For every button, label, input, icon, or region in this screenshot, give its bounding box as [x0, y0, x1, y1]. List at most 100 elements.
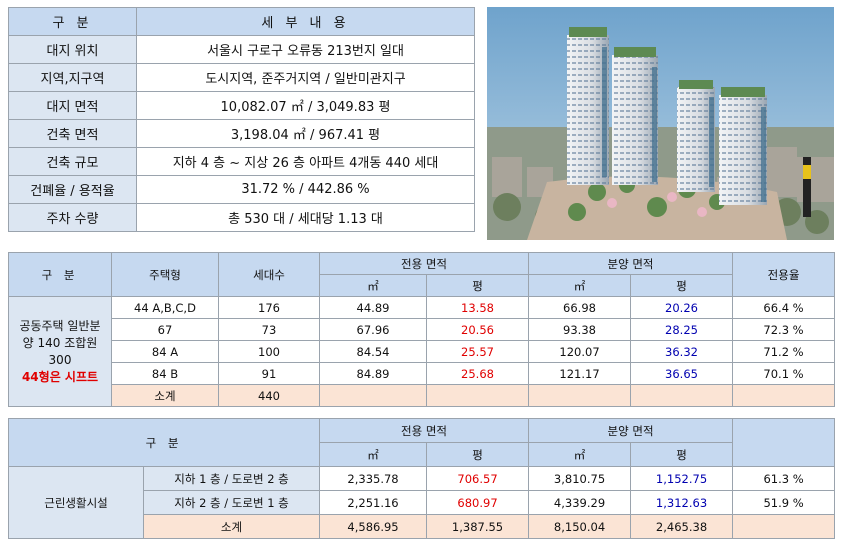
unit-ratio: 71.2 % — [732, 340, 836, 363]
unit-header-pyeong: 평 — [630, 274, 734, 297]
commercial-subtotal-exclusive-pyeong: 1,387.55 — [426, 514, 530, 539]
unit-subtotal-empty — [732, 384, 836, 407]
commercial-subtotal-empty — [732, 514, 836, 539]
unit-subtotal-count: 440 — [218, 384, 320, 407]
commercial-floor: 지하 1 층 / 도로변 2 층 — [142, 466, 321, 491]
commercial-sale-pyeong: 1,152.75 — [630, 466, 734, 491]
overview-value: 3,198.04 ㎡ / 967.41 평 — [136, 119, 475, 148]
unit-exclusive-m2: 84.54 — [319, 340, 427, 363]
unit-count: 176 — [218, 296, 320, 319]
unit-exclusive-pyeong: 25.68 — [425, 362, 530, 385]
unit-exclusive-pyeong: 20.56 — [425, 318, 530, 341]
commercial-group-label: 근린생활시설 — [8, 466, 144, 539]
unit-header-m2: ㎡ — [319, 274, 427, 297]
table-row: 건축 규모 지하 4 층 ~ 지상 26 층 아파트 4개동 440 세대 — [8, 147, 475, 176]
unit-count: 100 — [218, 340, 320, 363]
commercial-exclusive-m2: 2,335.78 — [319, 466, 428, 491]
unit-subtotal-empty — [319, 384, 427, 407]
apartment-rendering-image — [487, 7, 834, 240]
table-row: 67 73 67.96 20.56 93.38 28.25 72.3 % — [9, 318, 836, 341]
table-row: 소계 440 — [9, 384, 836, 407]
unit-exclusive-m2: 67.96 — [319, 318, 427, 341]
commercial-header-exclusive-area: 전용 면적 — [319, 418, 530, 443]
unit-group-cell: 공동주택 일반분양 140 조합원 300 44형은 시프트 — [8, 296, 112, 407]
commercial-header-category: 구 분 — [7, 418, 321, 467]
commercial-ratio: 61.3 % — [732, 466, 836, 491]
table-row: 지하 2 층 / 도로변 1 층 2,251.16 680.97 4,339.2… — [9, 490, 836, 515]
table-row: 건축 면적 3,198.04 ㎡ / 967.41 평 — [8, 119, 475, 148]
overview-label: 주차 수량 — [8, 203, 137, 232]
table-row: 84 B 91 84.89 25.68 121.17 36.65 70.1 % — [9, 362, 836, 385]
unit-header-type: 주택형 — [111, 252, 219, 297]
unit-type: 44 A,B,C,D — [111, 296, 219, 319]
commercial-header-pyeong: 평 — [426, 442, 530, 467]
unit-ratio: 70.1 % — [732, 362, 836, 385]
unit-exclusive-m2: 44.89 — [319, 296, 427, 319]
overview-value: 도시지역, 준주거지역 / 일반미관지구 — [136, 63, 475, 92]
unit-exclusive-pyeong: 13.58 — [425, 296, 530, 319]
table-row: 대지 위치 서울시 구로구 오류동 213번지 일대 — [8, 35, 475, 64]
unit-subtotal-label: 소계 — [111, 384, 219, 407]
table-row: 지역,지구역 도시지역, 준주거지역 / 일반미관지구 — [8, 63, 475, 92]
table-row: 소계 4,586.95 1,387.55 8,150.04 2,465.38 — [9, 514, 836, 539]
table-row: 공동주택 일반분양 140 조합원 300 44형은 시프트 44 A,B,C,… — [8, 296, 836, 407]
overview-header-detail: 세 부 내 용 — [136, 7, 475, 36]
commercial-exclusive-m2: 2,251.16 — [319, 490, 428, 515]
unit-header-count: 세대수 — [218, 252, 320, 297]
commercial-subtotal-exclusive-m2: 4,586.95 — [319, 514, 428, 539]
unit-type-table: 구 분 주택형 세대수 전용 면적 분양 면적 전용율 ㎡ 평 ㎡ 평 공동주택… — [8, 252, 836, 407]
commercial-header-sale-area: 분양 면적 — [528, 418, 734, 443]
unit-sale-pyeong: 28.25 — [630, 318, 734, 341]
commercial-header-m2: ㎡ — [528, 442, 632, 467]
table-row: 84 A 100 84.54 25.57 120.07 36.32 71.2 % — [9, 340, 836, 363]
commercial-header-pyeong: 평 — [630, 442, 734, 467]
overview-value: 총 530 대 / 세대당 1.13 대 — [136, 203, 475, 232]
unit-sale-pyeong: 36.65 — [630, 362, 734, 385]
unit-header-m2: ㎡ — [528, 274, 632, 297]
overview-label: 지역,지구역 — [8, 63, 137, 92]
unit-exclusive-pyeong: 25.57 — [425, 340, 530, 363]
unit-subtotal-empty — [528, 384, 632, 407]
overview-value: 10,082.07 ㎡ / 3,049.83 평 — [136, 91, 475, 120]
commercial-sale-pyeong: 1,312.63 — [630, 490, 734, 515]
unit-sale-m2: 121.17 — [528, 362, 632, 385]
overview-label: 대지 면적 — [8, 91, 137, 120]
unit-group-note: 44형은 시프트 — [21, 369, 99, 384]
overview-label: 건축 면적 — [8, 119, 137, 148]
overview-value: 지하 4 층 ~ 지상 26 층 아파트 4개동 440 세대 — [136, 147, 475, 176]
unit-subtotal-empty — [630, 384, 734, 407]
unit-sale-m2: 120.07 — [528, 340, 632, 363]
overview-value: 서울시 구로구 오류동 213번지 일대 — [136, 35, 475, 64]
table-row: 건폐율 / 용적율 31.72 % / 442.86 % — [8, 175, 475, 204]
commercial-sale-m2: 4,339.29 — [528, 490, 632, 515]
unit-header-category: 구 분 — [8, 252, 112, 297]
overview-label: 건축 규모 — [8, 147, 137, 176]
commercial-floor: 지하 2 층 / 도로변 1 층 — [142, 490, 321, 515]
overview-header-category: 구 분 — [8, 7, 137, 36]
unit-group-label: 공동주택 일반분양 140 조합원 300 — [19, 318, 101, 367]
unit-type: 84 A — [111, 340, 219, 363]
unit-sale-pyeong: 20.26 — [630, 296, 734, 319]
unit-ratio: 66.4 % — [732, 296, 836, 319]
unit-sale-m2: 66.98 — [528, 296, 632, 319]
commercial-subtotal-sale-m2: 8,150.04 — [528, 514, 632, 539]
table-row: 주차 수량 총 530 대 / 세대당 1.13 대 — [8, 203, 475, 232]
unit-header-sale-area: 분양 면적 — [528, 252, 734, 275]
unit-count: 91 — [218, 362, 320, 385]
commercial-sale-m2: 3,810.75 — [528, 466, 632, 491]
commercial-subtotal-sale-pyeong: 2,465.38 — [630, 514, 734, 539]
unit-header-pyeong: 평 — [425, 274, 530, 297]
site-overview-table: 구 분 세 부 내 용 대지 위치 서울시 구로구 오류동 213번지 일대 지… — [8, 7, 475, 232]
overview-label: 대지 위치 — [8, 35, 137, 64]
unit-count: 73 — [218, 318, 320, 341]
commercial-header-ratio — [732, 418, 836, 467]
commercial-exclusive-pyeong: 680.97 — [426, 490, 530, 515]
unit-header-ratio: 전용율 — [732, 252, 836, 297]
unit-ratio: 72.3 % — [732, 318, 836, 341]
commercial-subtotal-label: 소계 — [142, 514, 321, 539]
unit-type: 84 B — [111, 362, 219, 385]
overview-value: 31.72 % / 442.86 % — [136, 175, 475, 204]
unit-exclusive-m2: 84.89 — [319, 362, 427, 385]
unit-sale-m2: 93.38 — [528, 318, 632, 341]
unit-sale-pyeong: 36.32 — [630, 340, 734, 363]
